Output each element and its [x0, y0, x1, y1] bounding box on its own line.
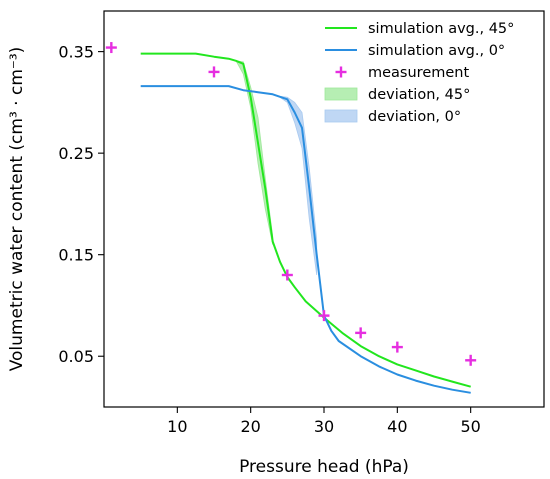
deviation-band-4 [272, 93, 318, 276]
legend-label: measurement [368, 65, 469, 81]
legend-label: deviation, 0° [368, 109, 461, 125]
legend-item-2: measurement [335, 65, 469, 81]
measurement-point [465, 354, 477, 366]
y-tick-label: 0.25 [58, 144, 94, 163]
legend-item-1: simulation avg., 0° [325, 43, 505, 59]
legend-item-3: deviation, 45° [324, 87, 470, 103]
y-tick-label: 0.05 [58, 347, 94, 366]
x-tick-label: 30 [314, 417, 334, 436]
measurement-point [105, 42, 117, 54]
legend: simulation avg., 45° simulation avg., 0° m… [324, 21, 514, 125]
measurement-points [105, 42, 477, 366]
y-axis-label: Volumetric water content (cm³ · cm⁻³) [7, 47, 27, 372]
legend-swatch [324, 87, 358, 101]
deviation-band-3 [228, 58, 274, 245]
x-axis-label: Pressure head (hPa) [239, 457, 409, 477]
x-tick-label: 50 [460, 417, 480, 436]
measurement-point [208, 66, 220, 78]
y-tick-label: 0.15 [58, 246, 94, 265]
legend-swatch [324, 109, 358, 123]
series-line-0 [140, 52, 471, 388]
measurement-point [355, 327, 367, 339]
legend-label: simulation avg., 45° [368, 21, 514, 37]
x-tick-label: 20 [240, 417, 260, 436]
x-tick-label: 10 [167, 417, 187, 436]
measurement-point [281, 269, 293, 281]
plot-frame [103, 10, 545, 408]
legend-label: simulation avg., 0° [368, 43, 505, 59]
legend-item-4: deviation, 0° [324, 109, 461, 125]
simulation-lines [140, 52, 471, 394]
measurement-point [391, 341, 403, 353]
y-axis-ticks: 0.05 0.15 0.25 0.35 [58, 43, 104, 366]
x-axis-ticks: 10 20 30 40 50 [167, 407, 481, 436]
series-line-1 [140, 85, 471, 394]
legend-label: deviation, 45° [368, 87, 470, 103]
x-tick-label: 40 [387, 417, 407, 436]
measurement-point [318, 310, 330, 322]
legend-item-0: simulation avg., 45° [325, 21, 514, 37]
y-tick-label: 0.35 [58, 43, 94, 62]
